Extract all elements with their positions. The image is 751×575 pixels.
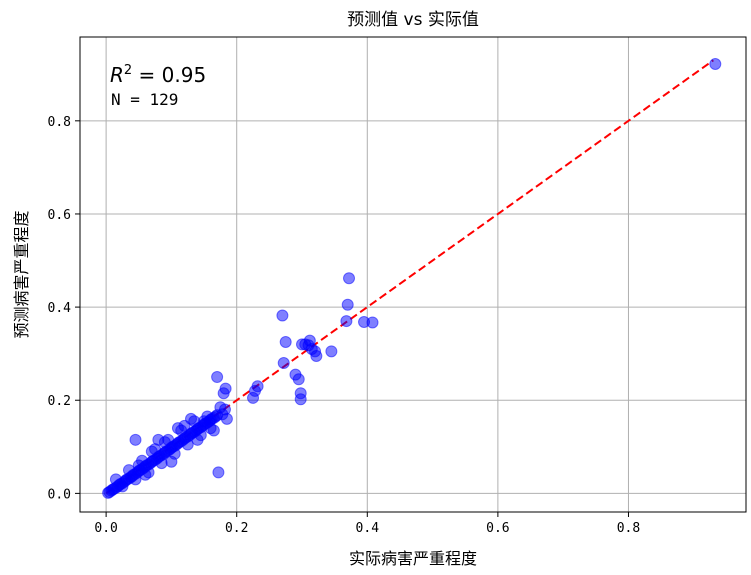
data-point [165, 455, 178, 468]
y-tick-label: 0.4 [48, 301, 72, 316]
y-axis-label: 预测病害严重程度 [12, 210, 31, 338]
x-tick-label: 0.6 [486, 521, 509, 536]
data-point [129, 433, 142, 446]
data-point [277, 356, 290, 369]
data-point [279, 336, 292, 349]
data-point [366, 316, 379, 329]
data-point [185, 412, 197, 425]
data-point [294, 393, 307, 406]
axis-ticks: 0.0 0.2 0.4 0.6 0.8 0.0 0.2 0.4 0.6 0.8 [48, 115, 641, 536]
data-point [216, 408, 229, 421]
data-point [276, 309, 289, 322]
plot-frame [79, 36, 747, 513]
data-point [181, 438, 194, 451]
r-squared-exponent: 2 [124, 63, 132, 78]
data-point [219, 382, 232, 395]
data-point [325, 345, 338, 358]
y-tick-label: 0.8 [48, 115, 71, 130]
data-point [310, 349, 323, 362]
chart-title: 预测值 vs 实际值 [347, 10, 479, 30]
sample-count-annotation: N = 129 [111, 90, 178, 109]
x-tick-label: 0.8 [617, 521, 640, 536]
data-point [158, 436, 171, 449]
data-point [191, 433, 204, 446]
data-point [251, 380, 264, 393]
data-point [139, 468, 152, 481]
data-points [102, 58, 722, 499]
x-tick-label: 0.4 [356, 521, 380, 536]
data-point [129, 473, 142, 486]
r-squared-symbol: R [110, 63, 124, 87]
data-point [122, 464, 135, 477]
data-point [292, 373, 305, 386]
data-point [116, 480, 129, 493]
x-tick-label: 0.2 [225, 521, 248, 536]
data-point [132, 459, 145, 472]
data-point [709, 58, 722, 71]
data-point [155, 457, 168, 470]
x-axis-label: 实际病害严重程度 [349, 549, 477, 568]
x-tick-label: 0.0 [94, 521, 117, 536]
grid [80, 37, 746, 512]
data-point [102, 486, 115, 499]
data-point [303, 334, 316, 347]
y-tick-label: 0.6 [48, 208, 71, 223]
data-point [145, 445, 158, 458]
y-tick-label: 0.0 [48, 487, 71, 502]
data-point [212, 466, 225, 479]
data-point [343, 272, 356, 285]
y-tick-label: 0.2 [48, 394, 71, 409]
data-point [341, 298, 354, 311]
data-point [171, 422, 184, 435]
r-squared-value: = 0.95 [132, 63, 206, 87]
data-point [340, 315, 353, 328]
data-point [198, 415, 211, 428]
r-squared-annotation: R2 = 0.95 [110, 63, 206, 87]
data-point [211, 370, 224, 383]
